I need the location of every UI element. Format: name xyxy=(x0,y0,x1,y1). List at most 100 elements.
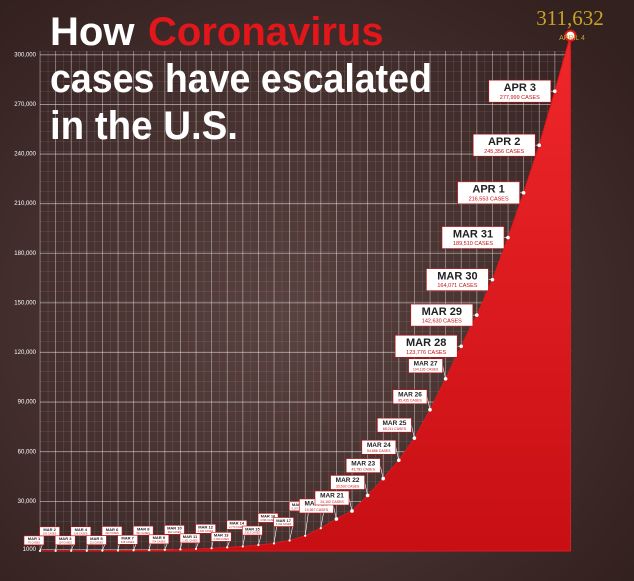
callout-value: 319 CASES xyxy=(105,532,119,535)
callout-date: APR 2 xyxy=(488,136,520,148)
callout-line xyxy=(379,465,384,479)
callout-value: 100 CASES xyxy=(43,533,57,536)
callout-box xyxy=(164,525,185,535)
headline-date: APRIL 4 xyxy=(559,35,585,42)
callout-date: APR 3 xyxy=(504,82,536,94)
callout-line xyxy=(442,365,446,379)
data-point xyxy=(334,517,339,521)
callout-date: MAR 22 xyxy=(336,477,360,484)
callout-date: MAR 17 xyxy=(276,518,291,523)
data-point xyxy=(148,549,151,552)
callout-box xyxy=(410,303,474,327)
callout-value: 704 CASES xyxy=(152,541,166,544)
callout-box xyxy=(132,525,154,536)
headline-value: 311,632 xyxy=(536,6,603,30)
callout-box xyxy=(148,534,170,545)
y-tick-label: 60,000 xyxy=(18,449,37,455)
y-tick-label: 300,000 xyxy=(14,52,36,58)
callout-date: MAR 6 xyxy=(106,527,119,532)
callout-date: MAR 30 xyxy=(437,270,477,282)
callout-date: MAR 21 xyxy=(320,493,344,500)
data-point xyxy=(381,476,386,481)
callout-box xyxy=(377,417,412,433)
callout-line xyxy=(348,497,353,512)
data-point xyxy=(210,547,213,550)
callout-date: MAR 28 xyxy=(406,337,446,349)
data-point xyxy=(272,542,276,545)
callout-box xyxy=(101,526,123,536)
callout-value: 4,596 CASES xyxy=(260,519,276,522)
data-point xyxy=(194,547,198,550)
callout-date: MAR 12 xyxy=(198,525,213,530)
callout-box xyxy=(426,268,489,291)
callout-value: 435 CASES xyxy=(121,541,135,544)
callout-value: 68,211 CASES xyxy=(383,427,407,431)
callout-value: 19,367 CASES xyxy=(305,508,329,512)
callout-box xyxy=(330,475,365,490)
callout-box xyxy=(39,526,60,537)
callout-date: MAR 11 xyxy=(183,534,198,539)
callout-value: 541 CASES xyxy=(137,532,151,535)
callout-value: 2,183 CASES xyxy=(213,538,229,541)
callout-date: MAR 27 xyxy=(414,361,438,368)
callout-value: 75 CASES xyxy=(28,542,40,545)
data-point xyxy=(412,436,417,440)
callout-value: 277,999 CASES xyxy=(500,95,540,101)
callout-value: 142,630 CASES xyxy=(422,319,462,325)
data-point xyxy=(397,458,401,463)
callout-value: 216,553 CASES xyxy=(469,196,509,202)
title-line: cases have escalated xyxy=(50,57,432,101)
callout-line xyxy=(395,447,400,461)
callout-date: MAR 31 xyxy=(453,228,493,240)
callout-box xyxy=(179,533,201,544)
callout-value: 24,192 CASES xyxy=(320,500,344,504)
callout-date: MAR 13 xyxy=(214,533,229,538)
callout-box xyxy=(408,358,443,374)
callout-date: MAR 14 xyxy=(229,521,244,526)
callout-date: MAR 1 xyxy=(28,536,41,541)
y-tick-label: 270,000 xyxy=(14,102,36,108)
callout-date: MAR 26 xyxy=(398,391,422,398)
y-tick-label: 90,000 xyxy=(18,400,37,406)
callout-box xyxy=(273,517,294,527)
callout-box xyxy=(23,535,45,546)
callout-value: 164,071 CASES xyxy=(437,283,477,289)
data-point xyxy=(101,549,104,552)
callout-box xyxy=(226,520,248,530)
callout-value: 245,356 CASES xyxy=(484,149,524,155)
callout-value: 221 CASES xyxy=(90,541,104,544)
callout-box xyxy=(54,535,76,546)
callout-value: 994 CASES xyxy=(168,531,182,534)
data-point xyxy=(163,548,166,551)
callout-date: MAR 25 xyxy=(382,420,406,427)
data-point xyxy=(257,543,260,547)
callout-date: MAR 8 xyxy=(137,526,150,531)
title-line: in the U.S. xyxy=(50,104,238,148)
callout-date: MAR 15 xyxy=(245,526,260,531)
y-tick-label: 210,000 xyxy=(14,201,36,207)
callout-box xyxy=(394,334,458,358)
data-point xyxy=(350,509,354,513)
callout-date: MAR 2 xyxy=(43,527,56,532)
end-point xyxy=(564,29,577,42)
data-point xyxy=(443,376,448,381)
callout-date: MAR 7 xyxy=(121,536,134,541)
callout-date: MAR 3 xyxy=(59,536,72,541)
callout-date: MAR 10 xyxy=(167,526,182,531)
callout-box xyxy=(195,524,216,534)
callout-line xyxy=(411,425,415,439)
callout-box xyxy=(392,389,428,404)
callout-value: 123,776 CASES xyxy=(406,350,446,356)
callout-value: 85,435 CASES xyxy=(398,399,422,403)
callout-value: 2,770 CASES xyxy=(229,526,245,529)
callout-value: 189,510 CASES xyxy=(453,241,493,247)
callout-date: MAR 9 xyxy=(153,535,166,540)
callout-box xyxy=(488,79,552,103)
callout-line xyxy=(426,396,431,410)
y-tick-label: 180,000 xyxy=(14,251,36,257)
callout-box xyxy=(457,181,520,205)
callout-box xyxy=(117,534,138,545)
data-point xyxy=(490,277,495,282)
callout-line xyxy=(333,505,337,520)
